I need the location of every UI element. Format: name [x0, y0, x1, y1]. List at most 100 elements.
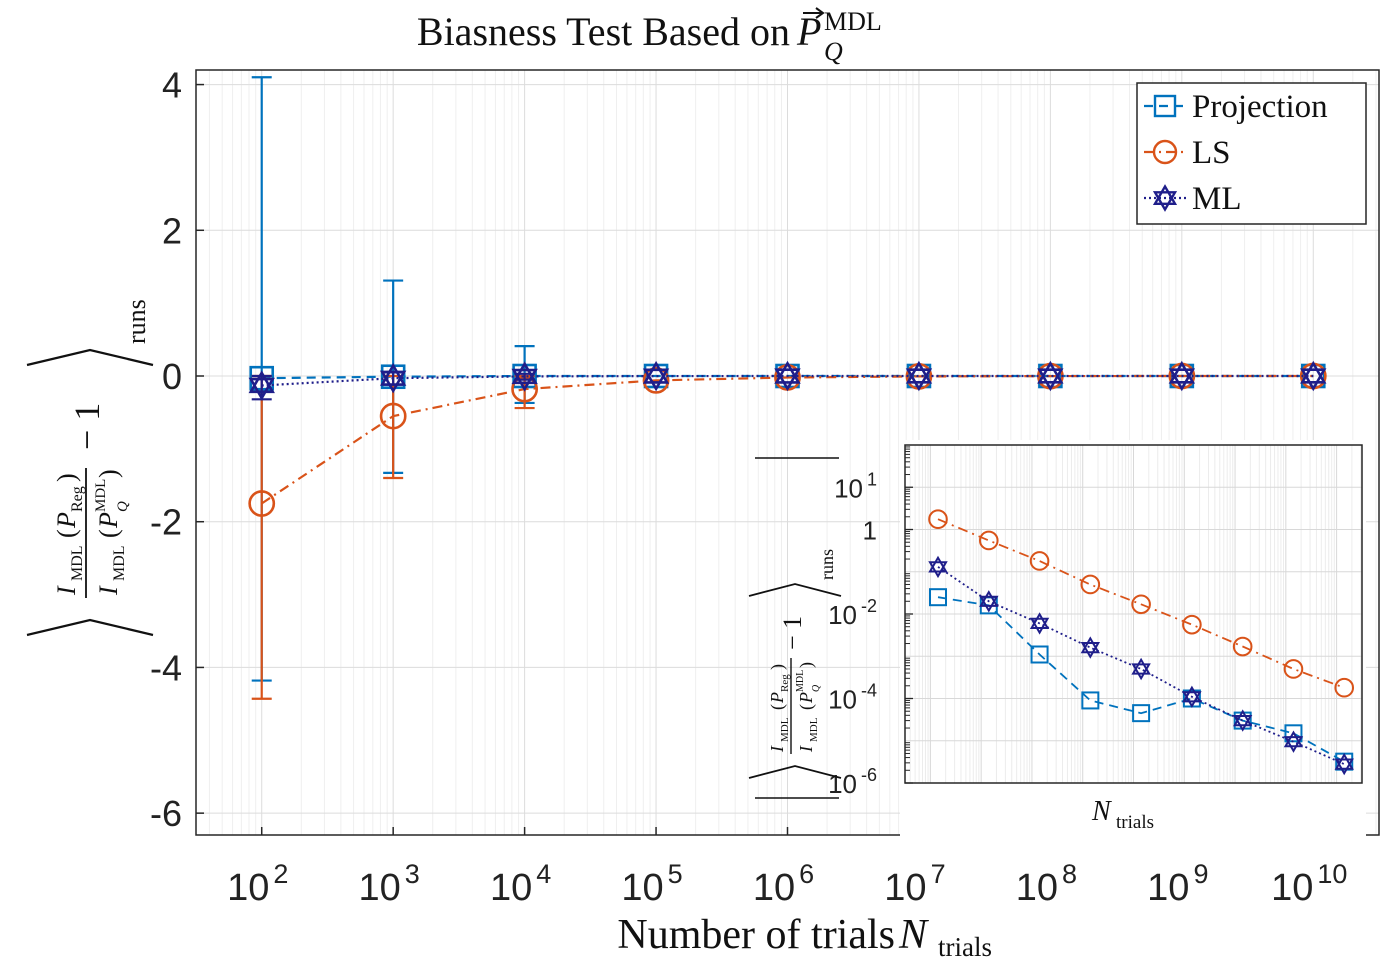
point-ml-tri-down: [1168, 368, 1196, 392]
inset-point-projection: [929, 588, 948, 607]
legend-label: ML: [1192, 181, 1242, 217]
inset-point-ml: [1182, 685, 1202, 708]
title-superscript: MDL: [824, 7, 882, 36]
point-ml-tri-down: [774, 368, 801, 392]
y-tick-label: -4: [150, 647, 182, 688]
inset-point-ml-tri-up: [1283, 730, 1304, 748]
title-subscript: Q: [824, 37, 843, 66]
inset-point-ml-tri-up: [1131, 657, 1151, 675]
inset-y-axis-label: I MDL ( P Reg ) I MDL ( P MDL Q ) − 1 ru…: [748, 457, 842, 799]
point-ml-tri-down: [1037, 368, 1064, 392]
inset-point-ls-shape: [1334, 677, 1355, 698]
inset-point-ml: [1131, 657, 1151, 681]
point-ml-tri-up: [248, 370, 275, 394]
inset-point-ml-tri-up: [979, 590, 999, 607]
point-ls: [248, 490, 276, 517]
point-ml: [248, 370, 275, 401]
y-label-den-paren-open: (: [94, 529, 123, 538]
x-tick-label: 10 8: [1016, 859, 1077, 909]
inset-y-label-num-paren-close: ): [767, 664, 788, 670]
inset-point-ls-shape: [1283, 659, 1304, 679]
point-ml-tri-up: [379, 362, 407, 386]
inset-point-ml-tri-down: [1283, 736, 1304, 753]
inset-y-tick-label: 10 -6: [828, 765, 877, 799]
point-ls-shape: [642, 366, 670, 394]
inset-y-label-den-paren-close: ): [796, 662, 817, 668]
x-axis-label-text: Number of trials: [617, 912, 895, 958]
inset-y-tick-label: 10 -4: [828, 681, 877, 715]
point-ml-tri-up: [1037, 360, 1064, 384]
inset-point-ml-tri-up: [1029, 612, 1050, 629]
legend-label: Projection: [1192, 89, 1328, 125]
inset-y-label-den-arg-sup: MDL: [795, 670, 806, 692]
y-label-den-arg-sub: Q: [115, 501, 131, 512]
y-label-den-arg: P: [94, 512, 123, 529]
inset-point-ml: [979, 590, 999, 613]
point-ml-tri-up: [1168, 360, 1196, 384]
inset-point-ml-tri-down: [1334, 758, 1354, 776]
point-ml-tri-up: [774, 360, 801, 384]
x-tick-label: 10 2: [227, 859, 288, 909]
inset-y-label-den-arg-sub: Q: [811, 684, 822, 692]
legend-item-ml: ML: [1144, 181, 1242, 217]
inset-point-projection: [1081, 691, 1100, 710]
inset-point-ls-shape: [928, 509, 948, 530]
point-ml-tri-up: [1300, 360, 1327, 384]
inset-x-label-sub: trials: [1116, 812, 1154, 833]
inset-point-ls-shape: [1029, 551, 1050, 571]
y-label-num-arg-sub: Reg: [69, 486, 86, 512]
inset-y-label-runs: runs: [817, 549, 837, 580]
inset-point-ml: [1029, 612, 1050, 635]
inset-point-ml-tri-up: [1182, 685, 1202, 703]
inset-series: [928, 509, 1355, 776]
x-tick-label: 10 7: [884, 859, 945, 909]
inset-point-projection: [1030, 645, 1049, 664]
inset-series-ls: [928, 509, 1355, 698]
y-tick-label: 0: [162, 356, 182, 397]
inset-y-tick-label: 1: [863, 516, 877, 546]
y-label-den-fn-sub: MDL: [111, 545, 128, 581]
point-ls: [379, 402, 407, 430]
inset-point-ml-tri-up: [1080, 636, 1101, 654]
inset-point-ls: [928, 509, 948, 530]
chart-title: Biasness Test Based on: [417, 9, 790, 54]
inset-point-ml-tri-down: [1182, 691, 1202, 708]
y-tick-label: -2: [150, 502, 182, 543]
point-ml: [1300, 360, 1327, 392]
legend-marker: [1153, 94, 1177, 118]
point-ls-shape: [379, 402, 407, 430]
point-ml-tri-down: [248, 377, 275, 401]
inset-point-ls-shape: [1182, 614, 1202, 635]
point-ml-tri-down: [379, 370, 407, 394]
x-axis-label-sub: trials: [938, 932, 992, 962]
inset-point-ml: [1232, 709, 1253, 732]
legend-items: Projection LS ML: [1144, 89, 1328, 217]
x-axis-label: Number of trials N trials: [617, 912, 992, 962]
inset-point-ml-tri-down: [1232, 715, 1253, 732]
point-ml: [511, 361, 538, 392]
legend-label: LS: [1192, 135, 1231, 171]
x-tick-label: 10 9: [1147, 859, 1208, 909]
inset-point-ml-tri-down: [979, 595, 999, 613]
title-vector-arrowhead: [815, 7, 825, 19]
inset-y-label-num-paren-open: (: [767, 704, 788, 710]
point-ml: [905, 360, 933, 392]
legend-marker-shape: [1152, 139, 1178, 165]
legend: Projection LS ML: [1136, 82, 1367, 225]
inset-y-label-den-arg: P: [796, 692, 816, 704]
inset-y-label-num-fn: I: [767, 745, 787, 753]
inset-point-projection-shape: [1132, 704, 1151, 723]
inset-point-projection-shape: [929, 588, 948, 607]
x-tick-label: 10 3: [359, 859, 420, 909]
inset-point-projection-shape: [1081, 691, 1100, 710]
point-ml-tri-down: [905, 368, 933, 392]
inset-tick-labels: 10 1 1 10 -2 10 -4 10 -6: [828, 469, 913, 799]
point-ls-shape: [248, 490, 276, 517]
inset-series-projection: [929, 588, 1354, 771]
inset-point-ml-tri-up: [1334, 752, 1354, 770]
main-tick-labels: 4 2 0 -2 -4 -6 10 2 10 3 10 4 10 5 10 6 10 7 10 8 10 9 10 10: [150, 65, 1347, 909]
inset-series-ml: [928, 555, 1354, 776]
inset-line-ls: [937, 518, 1345, 689]
inset-point-ls: [1283, 659, 1304, 679]
inset-point-ls: [978, 530, 999, 551]
